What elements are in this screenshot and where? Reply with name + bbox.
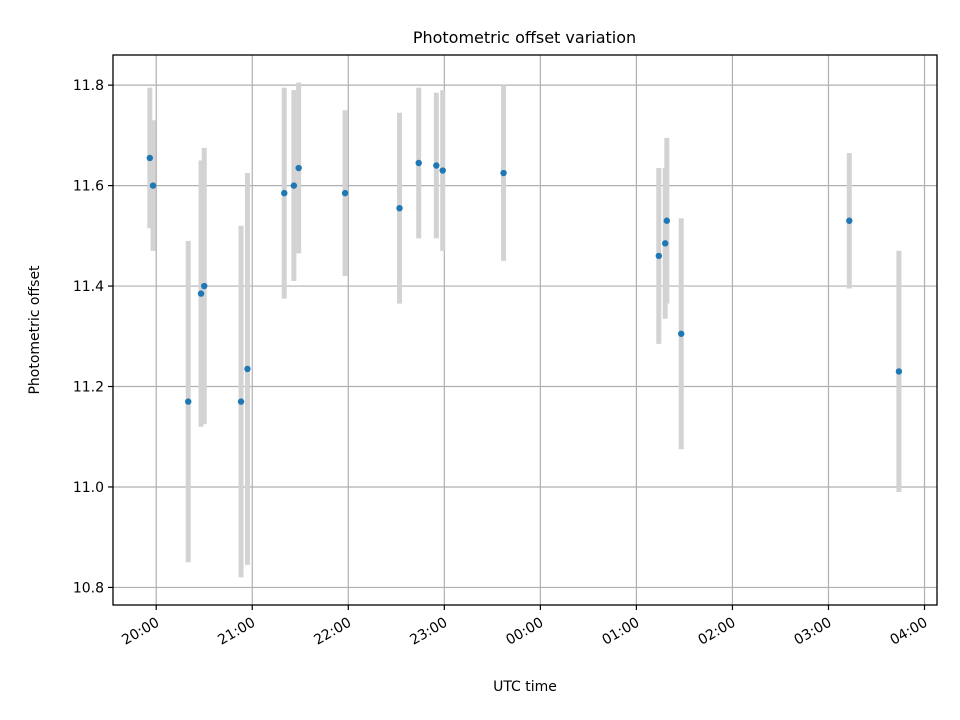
y-tick-label: 11.2 — [73, 380, 104, 396]
data-point — [149, 182, 157, 189]
x-tick-label: 01:00 — [599, 615, 642, 649]
data-point — [281, 189, 288, 197]
data-point — [678, 330, 685, 337]
data-point — [146, 154, 154, 162]
x-tick-label: 21:00 — [215, 615, 258, 649]
data-point — [295, 164, 302, 172]
y-tick-label: 11.8 — [73, 78, 104, 94]
data-point — [663, 217, 671, 224]
data-points — [146, 154, 903, 405]
data-point — [396, 204, 403, 212]
data-point — [415, 159, 422, 167]
data-point — [290, 182, 298, 189]
data-point — [439, 167, 446, 174]
data-point — [846, 217, 853, 224]
data-point — [895, 368, 903, 375]
data-point — [197, 290, 205, 297]
data-point — [185, 398, 192, 405]
y-tick-label: 11.0 — [73, 480, 104, 496]
chart-title: Photometric offset variation — [413, 28, 636, 47]
errorbars — [147, 82, 902, 578]
data-point — [662, 240, 669, 247]
y-tick-label: 11.4 — [73, 279, 104, 295]
y-tick-label: 10.8 — [73, 580, 104, 596]
x-tick-label: 20:00 — [119, 615, 162, 649]
x-axis: 20:00 21:00 22:00 23:00 00:00 01:00 02:00 03:00… — [119, 605, 931, 649]
data-point — [244, 365, 251, 373]
x-tick-label: 04:00 — [888, 615, 931, 649]
x-tick-label: 22:00 — [311, 615, 354, 649]
y-axis: 10.8 11.0 11.2 11.4 11.6 11.8 — [73, 78, 113, 596]
y-axis-label: Photometric offset — [27, 265, 43, 395]
x-tick-label: 03:00 — [792, 615, 835, 649]
x-tick-label: 00:00 — [503, 615, 546, 649]
grid — [113, 55, 937, 605]
x-tick-label: 23:00 — [407, 615, 450, 649]
plot-frame — [112, 54, 938, 606]
data-point — [655, 252, 663, 260]
data-point — [237, 398, 245, 405]
data-point — [433, 162, 440, 169]
data-point — [341, 189, 349, 197]
data-point — [500, 169, 507, 177]
x-tick-label: 02:00 — [695, 615, 738, 649]
y-tick-label: 11.6 — [73, 179, 104, 195]
data-point — [201, 282, 208, 290]
x-axis-label: UTC time — [493, 679, 557, 695]
